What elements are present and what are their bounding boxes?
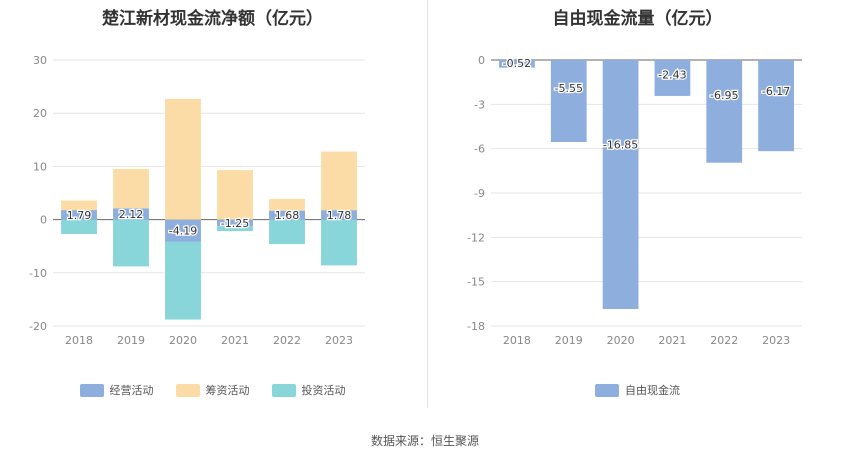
legend-label-free-cash-flow: 自由现金流 xyxy=(625,384,680,397)
bar-自由现金流 xyxy=(706,60,743,163)
y-tick-label: 10 xyxy=(33,160,47,173)
bar-投资活动 xyxy=(113,219,149,267)
data-label: -6.95 xyxy=(710,89,738,102)
x-tick-label: 2018 xyxy=(503,334,531,347)
data-label: 2.12 xyxy=(119,208,144,221)
bar-经营活动 xyxy=(61,210,97,220)
y-tick-label: -12 xyxy=(467,231,485,244)
bar-筹资活动 xyxy=(61,200,97,211)
data-label: 1.79 xyxy=(67,209,92,222)
legend-label-operating: 经营活动 xyxy=(109,384,154,397)
y-tick-label: -15 xyxy=(467,276,485,289)
x-tick-label: 2021 xyxy=(658,334,686,347)
bar-筹资活动 xyxy=(321,151,357,211)
bar-投资活动 xyxy=(321,219,357,266)
chart-title: 楚江新材现金流净额（亿元） xyxy=(102,9,323,29)
bar-自由现金流 xyxy=(654,60,691,96)
x-tick-label: 2021 xyxy=(221,334,249,347)
bar-自由现金流 xyxy=(499,60,535,68)
y-tick-label: -10 xyxy=(29,267,47,280)
x-tick-label: 2020 xyxy=(169,334,197,347)
x-tick-label: 2023 xyxy=(762,334,790,347)
free-cash-flow-chart: 0 -3 -6 -9 -12 -15 -18 2018 2019 2020 2021 2022 2023… xyxy=(467,54,802,347)
y-tick-label: 0 xyxy=(478,54,485,67)
bar-筹资活动 xyxy=(113,168,149,209)
legend: 经营活动 筹资活动 投资活动 xyxy=(0,382,425,398)
legend-swatch-operating xyxy=(79,383,104,397)
bar-经营活动 xyxy=(217,219,253,227)
legend-swatch-investing xyxy=(271,383,296,397)
x-tick-label: 2018 xyxy=(65,334,93,347)
y-tick-label: 20 xyxy=(33,107,47,120)
y-tick-label: 0 xyxy=(40,214,47,227)
bar-经营活动 xyxy=(165,219,201,242)
bar-筹资活动 xyxy=(165,98,201,220)
data-label: 1.68 xyxy=(275,209,300,222)
bar-自由现金流 xyxy=(602,60,639,310)
bar-经营活动 xyxy=(113,208,149,220)
legend-item-investing[interactable]: 投资活动 xyxy=(271,382,346,398)
x-tick-label: 2019 xyxy=(555,334,583,347)
legend: 自由现金流 xyxy=(425,382,850,398)
data-label: 1.78 xyxy=(327,209,352,222)
x-tick-label: 2022 xyxy=(710,334,738,347)
legend-swatch-free-cash-flow xyxy=(595,383,619,397)
bar-筹资活动 xyxy=(217,170,253,220)
x-tick-label: 2023 xyxy=(325,334,353,347)
bar-投资活动 xyxy=(165,241,201,320)
panel-divider xyxy=(427,0,428,408)
free-cash-flow-chart-panel: 自由现金流量（亿元） 0 -3 -6 -9 -12 -15 -18 2018 2019 2020 2… xyxy=(425,0,850,410)
data-label: -6.17 xyxy=(762,85,790,98)
data-source-note: 数据来源：恒生聚源 xyxy=(370,434,479,448)
y-tick-label: -18 xyxy=(467,320,485,333)
legend-item-operating[interactable]: 经营活动 xyxy=(79,382,154,398)
bar-经营活动 xyxy=(269,210,305,220)
bar-筹资活动 xyxy=(269,198,305,211)
x-tick-label: 2022 xyxy=(273,334,301,347)
bar-自由现金流 xyxy=(758,60,794,152)
x-tick-label: 2020 xyxy=(607,334,635,347)
y-tick-label: -6 xyxy=(474,143,485,156)
cash-flow-chart-panel: 楚江新材现金流净额（亿元） 30 20 10 0 -10 -20 2018 2019 2020 2… xyxy=(0,0,425,410)
chart-title: 自由现金流量（亿元） xyxy=(552,9,723,29)
bar-投资活动 xyxy=(61,219,97,234)
data-label: -1.25 xyxy=(221,217,249,230)
y-tick-label: 30 xyxy=(33,54,47,67)
bar-自由现金流 xyxy=(550,60,587,143)
bar-经营活动 xyxy=(321,210,357,220)
data-label: -0.52 xyxy=(503,57,531,70)
bar-投资活动 xyxy=(269,219,305,245)
data-label: -4.19 xyxy=(169,225,197,238)
x-tick-label: 2019 xyxy=(117,334,145,347)
legend-swatch-financing xyxy=(175,383,200,397)
data-label: -2.43 xyxy=(658,68,686,81)
y-tick-label: -9 xyxy=(474,187,485,200)
legend-item-free-cash-flow[interactable]: 自由现金流 xyxy=(595,382,680,398)
bar-投资活动 xyxy=(217,226,253,232)
cash-flow-chart: 30 20 10 0 -10 -20 2018 2019 2020 2021 2022 2023 1.7… xyxy=(29,54,365,347)
legend-label-investing: 投资活动 xyxy=(301,384,346,397)
legend-item-financing[interactable]: 筹资活动 xyxy=(175,382,250,398)
y-tick-label: -20 xyxy=(29,320,47,333)
data-label: -5.55 xyxy=(555,82,583,95)
data-label: -16.85 xyxy=(603,139,638,152)
legend-label-financing: 筹资活动 xyxy=(205,384,250,397)
y-tick-label: -3 xyxy=(474,98,485,111)
